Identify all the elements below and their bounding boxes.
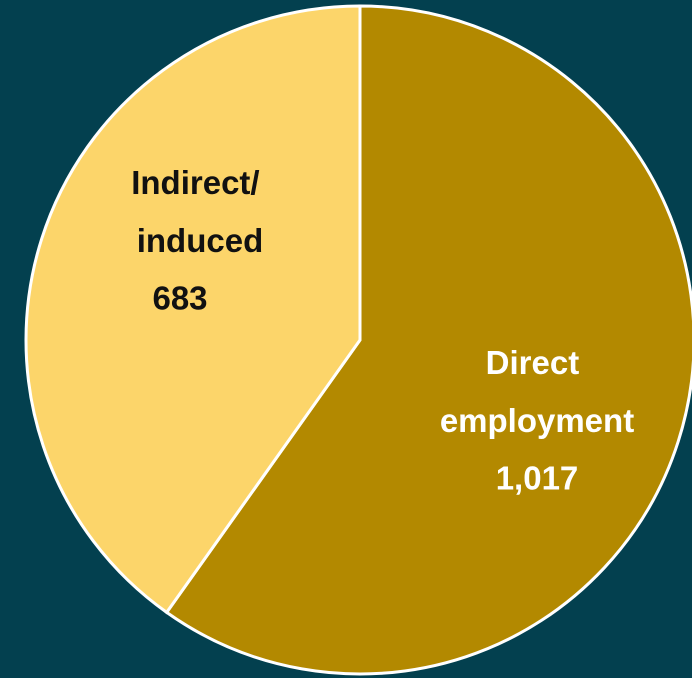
pie-slice	[164, 4, 692, 676]
slice-label: Direct employment	[440, 344, 634, 439]
value-label: 683	[152, 280, 207, 317]
slice-label: Indirect/ induced	[131, 164, 269, 259]
value-label: 1,017	[496, 460, 579, 497]
pie-slice	[24, 4, 362, 615]
